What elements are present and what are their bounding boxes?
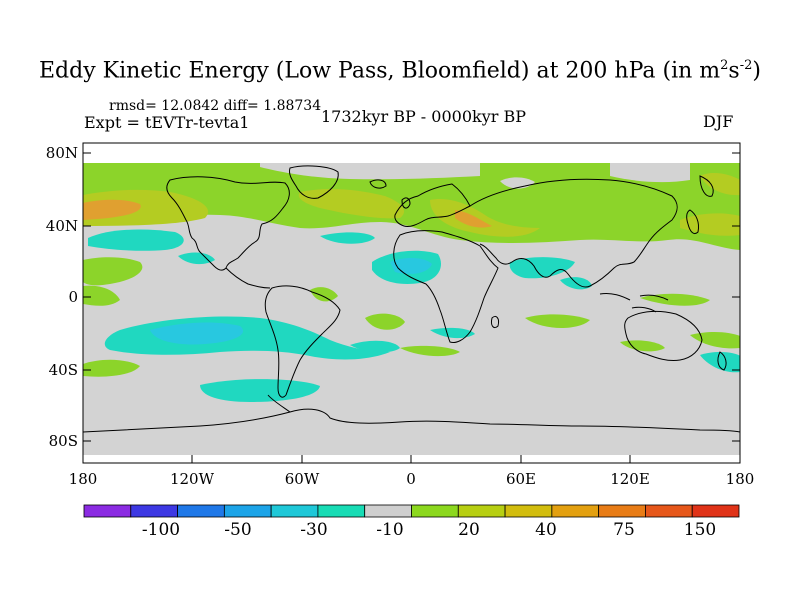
colorbar-label: -100 — [142, 520, 180, 540]
pac-green-2 — [83, 285, 120, 306]
sind-teal — [430, 327, 475, 339]
colorbar-swatch — [317, 504, 366, 518]
lon-label-180e: 180 — [726, 470, 755, 488]
colorbar-label: -10 — [376, 520, 403, 540]
colorbar-swatch — [223, 504, 272, 518]
spac-green-3 — [620, 340, 665, 352]
lon-label-120e: 120E — [610, 470, 650, 488]
central-america-coast — [225, 267, 271, 289]
colorbar-swatch — [598, 504, 646, 518]
lat-label-80s: 80S — [49, 432, 78, 450]
north-america-coast — [166, 176, 290, 271]
lon-label-60w: 60W — [285, 470, 320, 488]
japan-coast — [686, 209, 699, 235]
lon-label-0: 0 — [406, 470, 416, 488]
colorbar-label: 20 — [458, 520, 480, 540]
map-title: Eddy Kinetic Energy (Low Pass, Bloomfiel… — [39, 58, 761, 84]
atl-yellow — [298, 189, 405, 219]
colorbar-swatch — [270, 504, 319, 518]
colorbar — [83, 504, 740, 518]
period-label: 1732kyr BP - 0000kyr BP — [321, 107, 526, 126]
south-america-coast — [264, 285, 341, 398]
pac-yellow-east — [700, 173, 740, 196]
africa-coast — [393, 230, 499, 343]
natl-teal — [320, 232, 375, 244]
colorbar-swatch — [457, 504, 506, 518]
colorbar-label: -50 — [224, 520, 251, 540]
lat-label-40n: 40N — [46, 217, 78, 235]
nam-teal — [178, 252, 215, 265]
sam-teal — [350, 340, 400, 353]
europe-orange — [455, 210, 492, 228]
greenland-coast — [289, 165, 339, 199]
spac-green-1 — [640, 293, 710, 306]
colorbar-swatch — [411, 504, 459, 518]
spac-cyan — [150, 322, 244, 345]
coastlines — [83, 165, 740, 433]
anomaly-field — [83, 163, 740, 455]
lat-label-40s: 40S — [49, 361, 78, 379]
npac-orange — [83, 199, 141, 220]
spac-green-2 — [690, 332, 740, 349]
iceland-coast — [369, 179, 387, 189]
asia-coast — [469, 178, 678, 288]
madagascar-coast — [491, 315, 499, 329]
experiment-label: Expt = tEVTr-tevta1 — [84, 113, 250, 132]
atl-green-south — [400, 345, 460, 357]
colorbar-swatch — [645, 504, 693, 518]
colorbar-swatch — [83, 504, 132, 518]
lon-ticks — [82, 455, 741, 463]
colorbar-label: 75 — [613, 520, 635, 540]
colorbar-swatch — [177, 504, 225, 518]
indian-green — [525, 314, 590, 328]
lat-ticks — [83, 152, 740, 442]
ant-teal — [700, 352, 740, 373]
antarctic-peninsula — [267, 394, 291, 413]
colorbar-label: 40 — [535, 520, 557, 540]
pac-green-south — [83, 359, 140, 377]
colorbar-swatch — [130, 504, 178, 518]
samerica-green — [310, 287, 338, 302]
asia-yellow — [680, 213, 740, 236]
australia-coast — [624, 310, 703, 361]
lon-label-180w: 180 — [69, 470, 98, 488]
lon-label-120w: 120W — [170, 470, 215, 488]
colorbar-swatch — [364, 504, 412, 518]
stats-line: rmsd= 12.0842 diff= 1.88734 — [109, 98, 322, 114]
season-label: DJF — [703, 112, 734, 131]
colorbar-label: 150 — [684, 520, 716, 540]
nh-green-band — [83, 163, 740, 250]
colorbar-labels: -100 -50 -30 -10 20 40 75 150 — [142, 520, 716, 540]
colorbar-label: -30 — [300, 520, 327, 540]
uk-coast — [401, 197, 411, 209]
europe-coast — [394, 183, 471, 227]
colorbar-swatch — [551, 504, 600, 518]
arctic-gray-1 — [260, 163, 480, 180]
satl-green — [365, 313, 405, 330]
india-teal — [509, 257, 575, 279]
lat-label-0: 0 — [68, 288, 78, 306]
lat-label-80n: 80N — [46, 144, 78, 162]
lon-label-60e: 60E — [506, 470, 536, 488]
antarctica-coast — [83, 408, 740, 433]
npacific-gray — [610, 163, 690, 183]
kamchatka-coast — [699, 175, 714, 197]
pac-green-1 — [83, 257, 143, 286]
colorbar-swatch — [691, 504, 740, 518]
colorbar-swatch — [504, 504, 553, 518]
new-zealand-coast — [717, 351, 727, 371]
africa-yellow — [430, 199, 540, 237]
npac-teal — [88, 229, 184, 251]
